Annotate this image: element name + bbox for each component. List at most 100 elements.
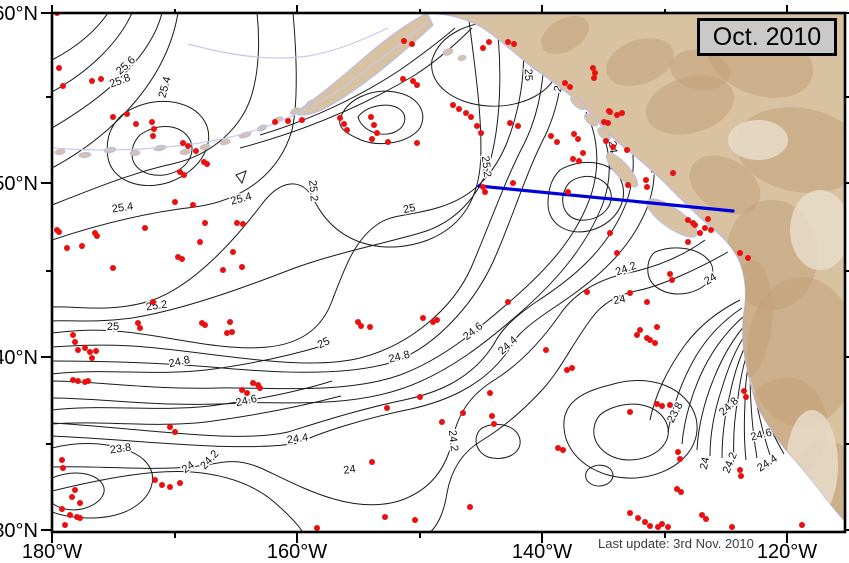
contour-line-25.4	[52, 13, 297, 241]
station-dot	[644, 299, 650, 305]
station-dot	[79, 243, 85, 249]
station-dot	[548, 133, 554, 139]
terrain-patch	[645, 75, 735, 135]
station-dot	[382, 514, 388, 520]
station-dot	[571, 131, 577, 137]
axis-labels-group: 180°W 160°W 140°W 120°W 60°N 50°N 40°N 30°N	[0, 3, 817, 563]
station-dot	[515, 123, 521, 129]
station-dot	[285, 118, 291, 124]
station-dot	[93, 348, 99, 354]
contour-line-25.6	[52, 13, 179, 169]
station-dot	[56, 229, 62, 235]
station-dot	[659, 403, 665, 409]
terrain-patch	[606, 38, 674, 86]
station-dot	[505, 39, 511, 45]
station-dot	[172, 429, 178, 435]
station-dot	[510, 180, 516, 186]
station-dot	[511, 41, 517, 47]
station-dot	[124, 111, 130, 117]
station-dot	[614, 112, 620, 118]
terrain-patch	[670, 49, 730, 91]
station-dots-group	[54, 13, 805, 531]
contour-label: 25.4	[111, 201, 134, 216]
contour-label: 24.2	[446, 429, 460, 452]
contour-line-23.8	[52, 443, 154, 519]
station-dot	[654, 401, 660, 407]
island	[442, 48, 454, 56]
station-dot	[98, 76, 104, 82]
terrain-pale-patch	[790, 190, 845, 270]
contour-line	[357, 104, 406, 135]
station-dot	[643, 177, 649, 183]
contour-line	[709, 331, 748, 457]
station-dot	[737, 467, 743, 473]
station-dot	[647, 337, 653, 343]
contour-line	[239, 27, 473, 149]
station-dot	[705, 216, 711, 222]
station-dot	[358, 323, 364, 329]
station-dot	[412, 517, 418, 523]
contour-label: 24.2	[614, 260, 638, 279]
station-dot	[463, 110, 469, 116]
station-dot	[167, 484, 173, 490]
contour-label: 24.4	[755, 453, 780, 475]
station-dot	[669, 277, 675, 283]
station-dot	[555, 445, 561, 451]
station-dot	[603, 138, 609, 144]
station-dot	[667, 402, 673, 408]
station-dot	[299, 117, 305, 123]
station-dot	[341, 121, 347, 127]
station-dot	[627, 409, 633, 415]
island	[219, 138, 231, 146]
station-dot	[665, 524, 671, 530]
station-dot	[150, 133, 156, 139]
island	[570, 95, 586, 111]
contour-line	[52, 380, 333, 411]
shelf-contour-line	[187, 27, 389, 59]
station-dot	[72, 487, 78, 493]
station-dot	[239, 264, 245, 270]
station-dot	[619, 110, 625, 116]
y-axis-label: 30°N	[0, 520, 38, 542]
station-dot	[738, 473, 744, 479]
x-axis-label: 160°W	[267, 541, 327, 563]
contour-label: 24.2	[721, 451, 740, 475]
station-dot	[487, 390, 493, 396]
contour-label: 23.8	[109, 442, 132, 457]
station-dot	[624, 147, 630, 153]
contour-line	[52, 395, 342, 425]
station-dot	[133, 121, 139, 127]
last-update-note: Last update: 3rd Nov. 2010	[598, 536, 754, 551]
station-dot	[703, 516, 709, 522]
station-dot	[368, 114, 374, 120]
station-dot	[627, 510, 633, 516]
station-dot	[59, 506, 65, 512]
y-axis-label: 40°N	[0, 347, 38, 369]
contour-line	[649, 299, 741, 421]
island	[179, 148, 191, 156]
station-dot	[202, 322, 208, 328]
station-dot	[737, 250, 743, 256]
station-dot	[450, 102, 456, 108]
station-dot	[590, 65, 596, 71]
station-dot	[634, 332, 640, 338]
station-dot	[627, 290, 633, 296]
contour-line-25.6	[52, 13, 163, 129]
station-dot	[692, 222, 698, 228]
station-dot	[491, 421, 497, 427]
station-dot	[197, 239, 203, 245]
station-dot	[56, 65, 62, 71]
contour-label: 24.2	[198, 448, 221, 472]
station-dot	[230, 249, 236, 255]
station-dot	[576, 158, 582, 164]
contour-line	[339, 90, 424, 145]
station-dot	[439, 419, 445, 425]
station-dot	[177, 480, 183, 486]
plot-area-group: 25.825.625.425.425.4 25.225.225.225252525…	[52, 13, 845, 532]
station-dot	[244, 390, 250, 396]
contour-label: 25	[316, 335, 332, 351]
contour-label: 24.8	[387, 349, 411, 366]
contour-line	[52, 119, 634, 437]
station-dot	[77, 515, 83, 521]
